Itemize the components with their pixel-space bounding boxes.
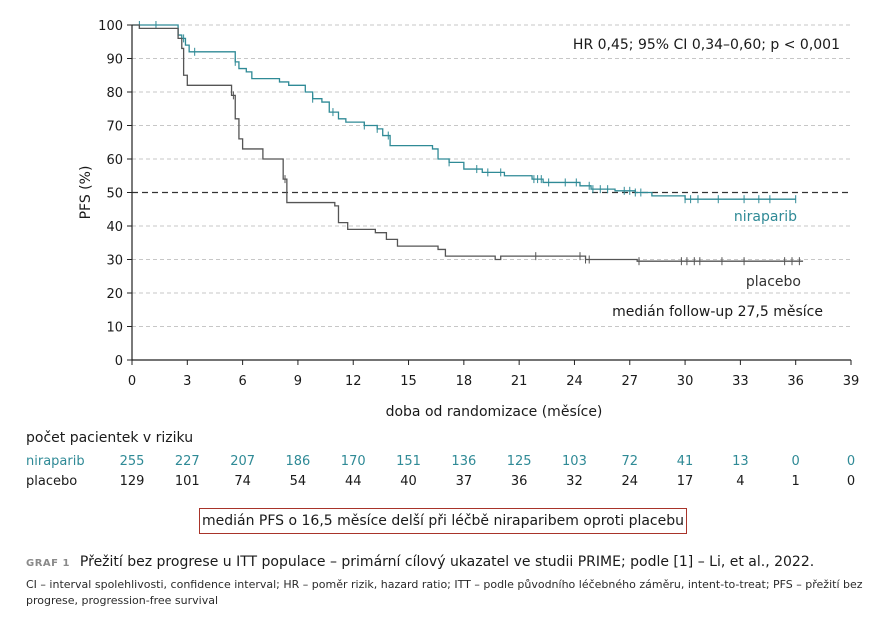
risk-cell-niraparib-39: 0 [846,454,856,469]
risk-cell-niraparib-18: 136 [451,454,477,469]
x-tick-label-33: 33 [732,374,749,389]
risk-row-label-placebo: placebo [26,474,78,489]
x-tick-label-12: 12 [345,374,362,389]
risk-cell-placebo-9: 54 [289,474,307,489]
x-tick-label-3: 3 [183,374,191,389]
risk-cell-niraparib-6: 207 [230,454,256,469]
risk-cell-placebo-12: 44 [344,474,362,489]
y-tick-label-30: 30 [106,254,123,269]
risk-cell-niraparib-30: 41 [676,454,694,469]
x-axis-label: doba od randomizace (měsíce) [386,404,603,420]
risk-cell-placebo-33: 4 [736,474,745,489]
risk-cell-placebo-36: 1 [791,474,800,489]
placebo-series-label: placebo [746,274,801,290]
y-tick-label-80: 80 [106,86,123,101]
figure-tag: GRAF 1 [26,558,70,569]
median-pfs-highlight: medián PFS o 16,5 měsíce delší při léčbě… [199,508,687,534]
y-tick-label-0: 0 [115,354,123,369]
risk-cell-placebo-18: 37 [455,474,473,489]
y-tick-label-60: 60 [106,153,123,168]
figure-caption: GRAF 1 Přežití bez progrese u ITT populac… [26,554,814,570]
niraparib-series-label: niraparib [734,209,797,225]
y-tick-label-10: 10 [106,321,123,336]
risk-cell-niraparib-12: 170 [340,454,366,469]
risk-cell-niraparib-36: 0 [791,454,800,469]
followup-annotation: medián follow-up 27,5 měsíce [612,304,823,320]
x-tick-label-18: 18 [456,374,473,389]
risk-cell-placebo-27: 24 [621,474,639,489]
figure-caption-text: Přežití bez progrese u ITT populace – pr… [79,554,815,570]
risk-cell-placebo-30: 17 [676,474,694,489]
risk-cell-placebo-15: 40 [400,474,417,489]
risk-cell-placebo-3: 101 [174,474,200,489]
x-tick-label-15: 15 [400,374,417,389]
risk-cell-niraparib-3: 227 [174,454,200,469]
x-tick-label-21: 21 [511,374,528,389]
y-axis-label: PFS (%) [78,166,94,220]
risk-cell-placebo-24: 32 [566,474,583,489]
y-tick-label-90: 90 [106,53,123,68]
x-tick-label-24: 24 [566,374,583,389]
risk-table-title: počet pacientek v riziku [26,430,194,446]
y-tick-label-20: 20 [106,287,123,302]
x-tick-label-6: 6 [238,374,246,389]
risk-cell-niraparib-24: 103 [562,454,587,469]
y-tick-label-70: 70 [106,120,123,135]
survival-curves [132,21,804,266]
x-tick-label-9: 9 [294,374,302,389]
risk-cell-niraparib-27: 72 [621,454,639,469]
x-tick-label-36: 36 [787,374,804,389]
y-tick-label-50: 50 [106,187,123,202]
risk-cell-niraparib-9: 186 [285,454,311,469]
risk-cell-placebo-0: 129 [119,474,145,489]
risk-cell-placebo-39: 0 [846,474,856,489]
risk-cell-niraparib-15: 151 [396,454,421,469]
y-tick-label-40: 40 [106,220,123,235]
risk-cell-niraparib-21: 125 [506,454,532,469]
risk-row-label-niraparib: niraparib [26,454,85,469]
x-tick-label-27: 27 [621,374,638,389]
x-tick-label-0: 0 [128,374,136,389]
risk-cell-niraparib-0: 255 [119,454,145,469]
y-tick-label-100: 100 [98,19,123,34]
x-tick-label-30: 30 [677,374,694,389]
x-tick-label-39: 39 [843,374,860,389]
grid-lines [132,24,851,327]
abbreviations-note: CI – interval spolehlivosti, confidence … [26,578,863,607]
hazard-ratio-annotation: HR 0,45; 95% CI 0,34–0,60; p < 0,001 [573,37,840,53]
risk-cell-niraparib-33: 13 [732,454,749,469]
curve-placebo [132,24,804,262]
risk-cell-placebo-6: 74 [234,474,251,489]
risk-cell-placebo-21: 36 [510,474,528,489]
